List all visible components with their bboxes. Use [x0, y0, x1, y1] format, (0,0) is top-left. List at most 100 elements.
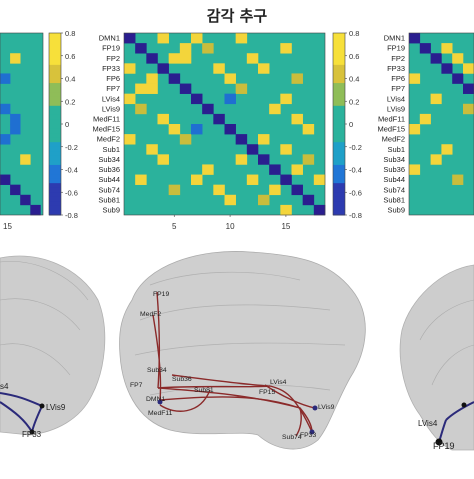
- right-row-label: Sub81: [383, 195, 405, 204]
- matrix-cell: [0, 103, 11, 115]
- colorbar-segment: [49, 110, 61, 116]
- center-brain-label: FP7: [130, 382, 143, 389]
- matrix-cell: [463, 103, 474, 115]
- colorbar-segment: [333, 192, 345, 198]
- matrix-cell: [191, 33, 203, 44]
- matrix-cell: [246, 174, 259, 185]
- colorbar-tick-label: -0.6: [65, 188, 78, 197]
- matrix-cell: [441, 63, 453, 74]
- matrix-cell: [452, 53, 464, 64]
- colorbar-segment: [49, 51, 61, 57]
- colorbar-tick-label: 0: [349, 120, 353, 129]
- colorbar-segment: [333, 142, 345, 148]
- matrix-cell: [452, 174, 464, 185]
- left-brain-render: s4 LVis9 FP33: [0, 255, 106, 439]
- matrix-cell: [409, 73, 421, 84]
- colorbar-segment: [333, 183, 345, 189]
- colorbar-segment: [49, 96, 61, 102]
- colorbar-segment: [49, 83, 61, 89]
- matrix-cell: [179, 83, 192, 94]
- right-row-label: FP2: [391, 54, 405, 63]
- colorbar-segment: [49, 196, 61, 202]
- colorbar-tick-label: -0.2: [349, 143, 362, 152]
- center-brain-label: MedF2: [140, 311, 161, 318]
- center-row-label: FP6: [106, 74, 120, 83]
- right-row-label: FP33: [387, 64, 405, 73]
- matrix-cell: [124, 63, 136, 74]
- center-brain-label: FP33: [300, 432, 316, 439]
- matrix-cell: [168, 184, 181, 196]
- matrix-cell: [191, 174, 203, 185]
- colorbar-tick-label: 0.6: [65, 52, 75, 61]
- matrix-cell: [124, 33, 136, 44]
- matrix-cell: [224, 93, 236, 105]
- matrix-cell: [441, 43, 453, 54]
- matrix-cell: [20, 154, 31, 165]
- matrix-cell: [258, 154, 270, 165]
- colorbar-segment: [49, 55, 61, 61]
- center-row-label: Sub44: [98, 175, 120, 184]
- matrix-cell: [280, 43, 292, 54]
- center-x-tick-label: 5: [172, 222, 177, 231]
- colorbar-segment: [49, 201, 61, 207]
- colorbar-segment: [333, 60, 345, 66]
- matrix-cell: [135, 83, 147, 94]
- colorbar-segment: [49, 205, 61, 211]
- colorbar-tick-label: 0.8: [349, 29, 359, 38]
- matrix-cell: [213, 113, 225, 125]
- matrix-cell: [157, 154, 169, 165]
- matrix-cell: [235, 134, 248, 145]
- matrix-cell: [235, 83, 248, 94]
- colorbar-segment: [333, 101, 345, 107]
- colorbar-tick-label: -0.8: [65, 211, 78, 220]
- matrix-cell: [409, 164, 421, 175]
- matrix-cell: [202, 164, 214, 175]
- colorbar-segment: [333, 64, 345, 70]
- colorbar-segment: [49, 142, 61, 148]
- center-row-label: Sub81: [98, 195, 120, 204]
- matrix-cell: [280, 204, 292, 216]
- figure-title: 감각 추구: [207, 7, 268, 25]
- matrix-cell: [224, 194, 236, 206]
- colorbar-segment: [333, 83, 345, 89]
- colorbar-segment: [333, 187, 345, 193]
- matrix-cell: [269, 103, 281, 115]
- colorbar-segment: [49, 69, 61, 75]
- left-brain-gyri: [0, 261, 89, 376]
- colorbar-segment: [49, 160, 61, 166]
- center-brain-label: MedF11: [148, 410, 173, 417]
- colorbar-segment: [333, 55, 345, 61]
- colorbar-segment: [49, 183, 61, 189]
- center-brain-gyri: [134, 271, 346, 396]
- right-row-label: Sub1: [387, 145, 405, 154]
- right-row-label: Sub9: [387, 205, 405, 214]
- colorbar-segment: [333, 151, 345, 157]
- matrix-cell: [258, 134, 270, 145]
- center-node-fp33: [309, 429, 315, 435]
- colorbar-segment: [49, 146, 61, 152]
- matrix-cell: [235, 33, 248, 44]
- colorbar-segment: [49, 124, 61, 130]
- center-row-label: Sub34: [98, 155, 120, 164]
- colorbar-tick-label: 0.6: [349, 52, 359, 61]
- matrix-cell: [269, 164, 281, 175]
- matrix-cell: [10, 53, 21, 64]
- matrix-cell: [419, 43, 431, 54]
- colorbar-segment: [49, 105, 61, 111]
- colorbar-segment: [49, 187, 61, 193]
- colorbar-segment: [49, 155, 61, 161]
- colorbar-tick-label: -0.4: [65, 166, 78, 175]
- right-brain-label: LVis4: [418, 419, 438, 428]
- colorbar-segment: [333, 42, 345, 48]
- matrix-cell: [179, 53, 192, 64]
- matrix-cell: [302, 124, 315, 135]
- matrix-cell: [157, 63, 169, 74]
- colorbar-segment: [49, 64, 61, 70]
- center-brain-label: FP19: [153, 291, 169, 298]
- matrix-cell: [419, 113, 431, 125]
- colorbar-segment: [333, 110, 345, 116]
- right-row-label: Sub36: [383, 165, 405, 174]
- center-brain-label: Sub34: [147, 367, 167, 374]
- matrix-cell: [10, 124, 21, 135]
- colorbar-tick-label: -0.4: [349, 166, 362, 175]
